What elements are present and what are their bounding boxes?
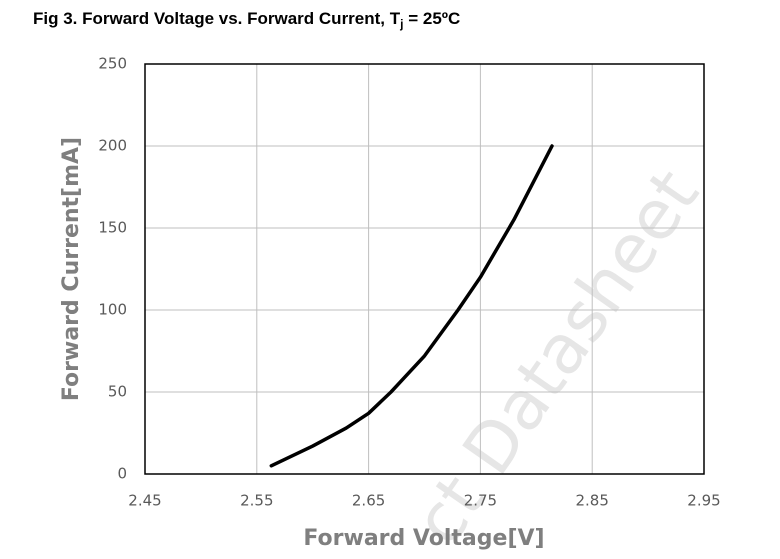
x-tick-label: 2.95 xyxy=(687,492,720,510)
x-tick-label: 2.45 xyxy=(128,492,161,510)
x-tick-label: 2.65 xyxy=(352,492,385,510)
y-tick-label: 0 xyxy=(117,465,127,483)
data-line xyxy=(269,144,554,468)
title-rest: = 25ºC xyxy=(403,9,460,28)
watermark: ct Datasheet xyxy=(399,156,714,559)
y-tick-label: 150 xyxy=(98,219,127,237)
x-tick-label: 2.75 xyxy=(464,492,497,510)
x-tick-label: 2.55 xyxy=(240,492,273,510)
y-tick-label: 100 xyxy=(98,301,127,319)
y-axis-label: Forward Current[mA] xyxy=(59,137,84,401)
title-subscript: j xyxy=(399,17,403,31)
x-tick-label: 2.85 xyxy=(575,492,608,510)
chart-title: Fig 3. Forward Voltage vs. Forward Curre… xyxy=(33,9,460,31)
x-axis-label: Forward Voltage[V] xyxy=(303,526,544,551)
y-tick-label: 200 xyxy=(98,137,127,155)
y-tick-label: 50 xyxy=(108,383,127,401)
plot-frame xyxy=(144,63,705,475)
y-tick-label: 250 xyxy=(98,55,127,73)
title-main: Fig 3. Forward Voltage vs. Forward Curre… xyxy=(33,9,401,28)
